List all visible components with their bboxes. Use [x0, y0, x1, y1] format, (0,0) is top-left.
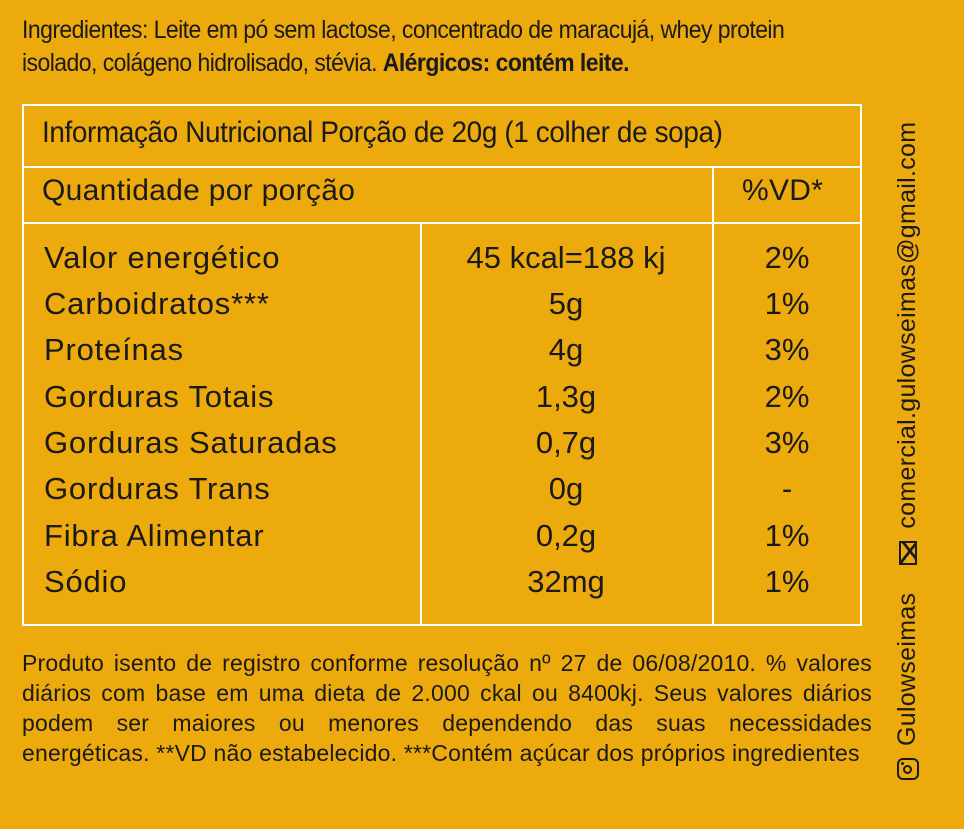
table-row: Gorduras Saturadas 0,7g 3% [24, 425, 860, 471]
nutrient-amount: 5g [548, 286, 584, 321]
nutrient-amount: 1,3g [535, 379, 597, 414]
ingredients-list: Ingredientes: Leite em pó sem lactose, c… [22, 16, 785, 77]
nutrient-name: Gorduras Totais [44, 379, 275, 414]
divider [24, 222, 860, 224]
divider [420, 222, 422, 624]
table-row: Sódio 32mg 1% [24, 564, 860, 610]
nutrient-name: Valor energético [44, 240, 281, 275]
nutrient-name: Carboidratos*** [44, 286, 270, 321]
table-row: Proteínas 4g 3% [24, 332, 860, 378]
table-row: Carboidratos*** 5g 1% [24, 286, 860, 332]
nutrient-name: Gorduras Trans [44, 471, 271, 506]
ingredients-text: Ingredientes: Leite em pó sem lactose, c… [22, 14, 813, 80]
nutrient-vd: 3% [764, 425, 810, 460]
header-quantity-per-serving: Quantidade por porção [42, 174, 356, 207]
nutrition-table: Informação Nutricional Porção de 20g (1 … [22, 104, 862, 626]
table-row: Fibra Alimentar 0,2g 1% [24, 518, 860, 564]
divider [24, 166, 860, 168]
nutrient-vd: 2% [764, 379, 810, 414]
footnote-text: Produto isento de registro conforme reso… [22, 650, 872, 766]
nutrient-vd: - [781, 471, 793, 506]
header-daily-value: %VD* [742, 174, 824, 207]
divider [712, 166, 714, 224]
nutrient-amount: 32mg [527, 564, 605, 599]
table-row: Gorduras Totais 1,3g 2% [24, 379, 860, 425]
contact-strip: Gulowseimas comercial.gulowseimas@gmail.… [893, 122, 922, 780]
nutrient-name: Proteínas [44, 332, 184, 367]
nutrient-vd: 1% [764, 564, 810, 599]
email-address[interactable]: comercial.gulowseimas@gmail.com [893, 121, 921, 529]
instagram-icon [896, 758, 919, 780]
nutrient-amount: 45 kcal=188 kj [466, 240, 666, 275]
instagram-handle[interactable]: Gulowseimas [893, 592, 921, 746]
nutrient-vd: 3% [764, 332, 810, 367]
nutrient-amount: 4g [548, 332, 584, 367]
nutrient-name: Fibra Alimentar [44, 518, 265, 553]
divider [712, 222, 714, 624]
nutrient-name: Sódio [44, 564, 128, 599]
envelope-icon [898, 540, 917, 565]
nutrient-name: Gorduras Saturadas [44, 425, 338, 460]
allergens-warning: Alérgicos: contém leite. [382, 49, 630, 77]
nutrient-amount: 0g [548, 471, 584, 506]
nutrition-table-title: Informação Nutricional Porção de 20g (1 … [42, 116, 723, 149]
nutrient-amount: 0,7g [535, 425, 597, 460]
nutrient-vd: 1% [764, 518, 810, 553]
table-row: Gorduras Trans 0g - [24, 471, 860, 517]
nutrient-vd: 2% [764, 240, 810, 275]
nutrient-vd: 1% [764, 286, 810, 321]
table-row: Valor energético 45 kcal=188 kj 2% [24, 240, 860, 286]
footnote: Produto isento de registro conforme reso… [22, 648, 872, 768]
nutrient-amount: 0,2g [535, 518, 597, 553]
